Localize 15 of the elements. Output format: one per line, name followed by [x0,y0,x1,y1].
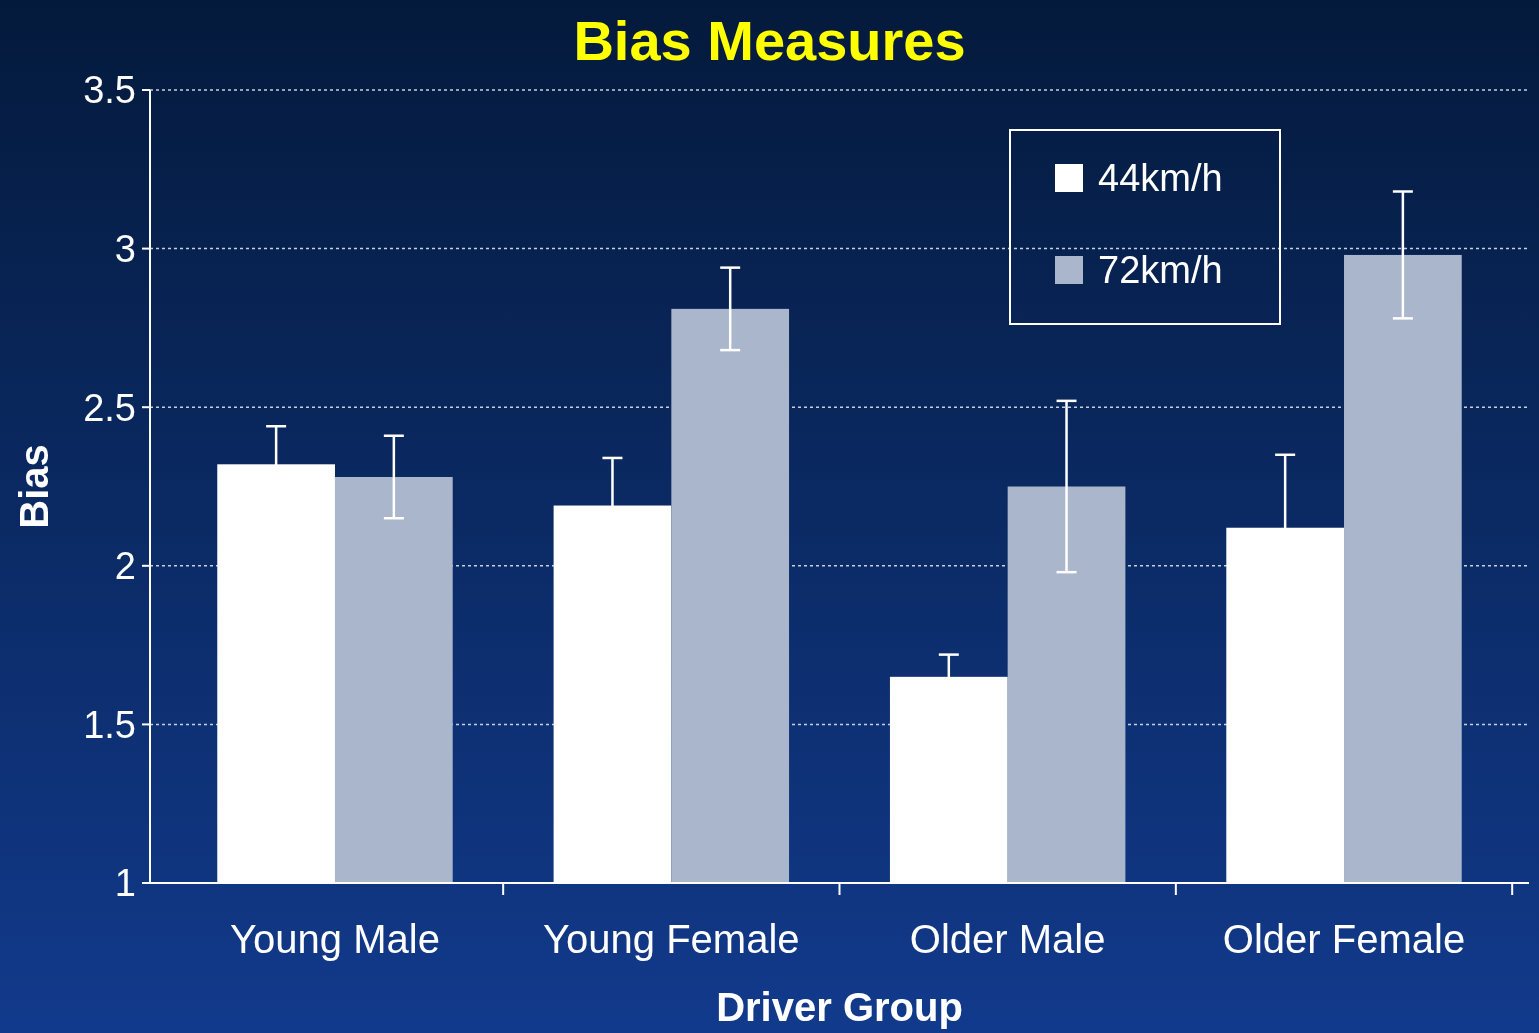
legend-label: 72km/h [1098,249,1223,292]
x-tick-label: Older Female [1222,917,1466,961]
legend-label: 44km/h [1098,157,1223,200]
x-tick-label: Young Female [543,917,800,961]
y-tick-label: 2 [114,545,136,588]
x-tick-label: Young Male [230,917,440,961]
x-axis-title: Driver Group [716,985,963,1029]
chart-title: Bias Measures [573,9,966,72]
x-tick-label: Older Male [909,917,1106,961]
y-tick-label: 3 [114,227,136,270]
y-tick-label: 2.5 [83,386,136,429]
y-axis-title: Bias [12,444,56,529]
y-tick-label: 1 [114,862,136,905]
y-tick-label: 1.5 [83,703,136,746]
y-tick-label: 3.5 [83,69,136,112]
